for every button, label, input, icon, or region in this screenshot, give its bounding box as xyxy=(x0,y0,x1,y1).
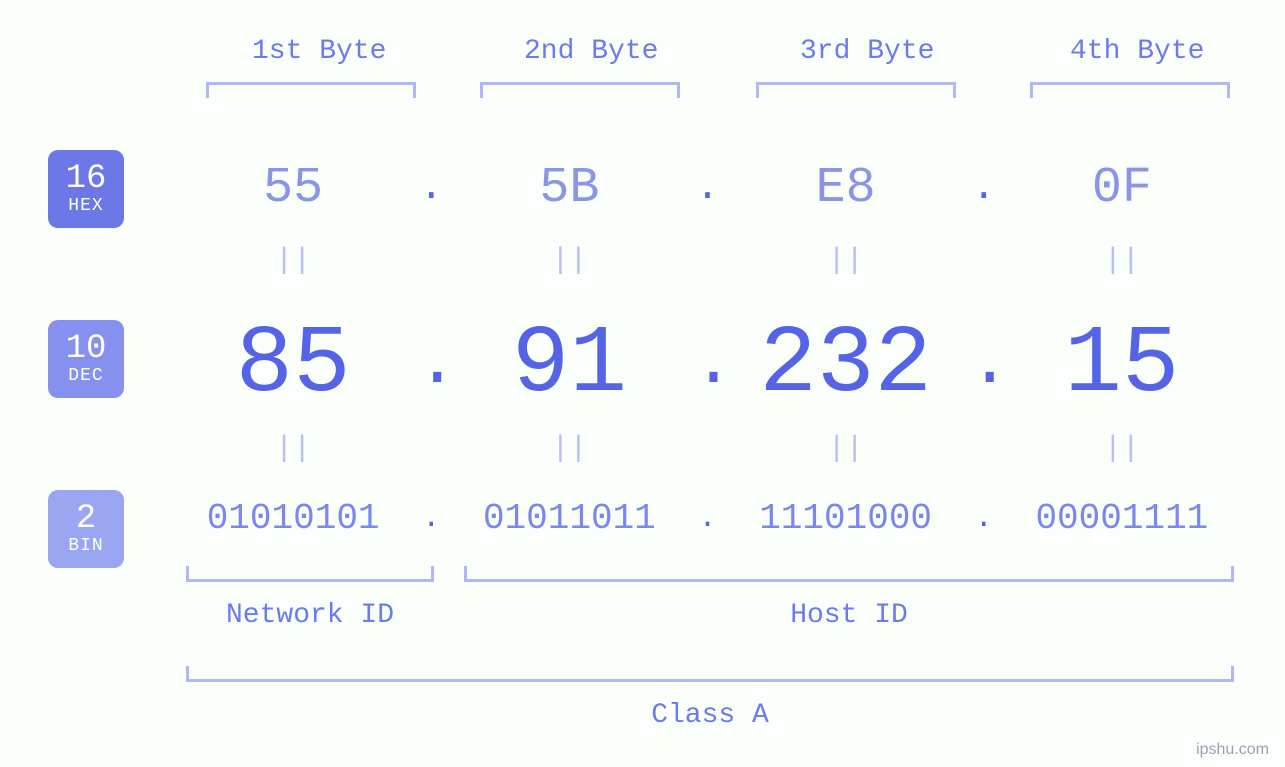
hex-byte-3: E8 xyxy=(723,160,969,217)
dec-dot-2: . xyxy=(693,325,723,404)
network-id-bracket xyxy=(186,566,434,582)
class-label: Class A xyxy=(186,700,1234,731)
bin-dot-1: . xyxy=(416,502,446,536)
hex-byte-4: 0F xyxy=(999,160,1245,217)
badge-bin: 2 BIN xyxy=(48,490,124,568)
byte-header-3: 3rd Byte xyxy=(800,36,934,67)
equals-row-1: || || || || xyxy=(170,244,1245,278)
byte-bracket-4 xyxy=(1030,82,1230,98)
watermark: ipshu.com xyxy=(1196,741,1269,759)
byte-header-4: 4th Byte xyxy=(1070,36,1204,67)
equals-icon: || xyxy=(446,244,692,278)
bin-byte-1: 01010101 xyxy=(170,498,416,539)
dec-byte-2: 91 xyxy=(446,310,692,419)
badge-dec-num: 10 xyxy=(66,332,107,368)
badge-dec-label: DEC xyxy=(68,367,103,386)
bin-dot-3: . xyxy=(969,502,999,536)
byte-bracket-3 xyxy=(756,82,956,98)
dec-byte-3: 232 xyxy=(723,310,969,419)
host-id-label: Host ID xyxy=(464,600,1234,631)
badge-hex-num: 16 xyxy=(66,162,107,198)
badge-hex: 16 HEX xyxy=(48,150,124,228)
dec-dot-3: . xyxy=(969,325,999,404)
bin-byte-3: 11101000 xyxy=(723,498,969,539)
byte-header-2: 2nd Byte xyxy=(524,36,658,67)
dec-byte-1: 85 xyxy=(170,310,416,419)
network-id-label: Network ID xyxy=(186,600,434,631)
bin-row: 01010101 . 01011011 . 11101000 . 0000111… xyxy=(170,498,1245,539)
equals-icon: || xyxy=(170,244,416,278)
badge-bin-label: BIN xyxy=(68,537,103,556)
equals-icon: || xyxy=(723,432,969,466)
badge-dec: 10 DEC xyxy=(48,320,124,398)
hex-byte-2: 5B xyxy=(446,160,692,217)
equals-icon: || xyxy=(446,432,692,466)
hex-dot-1: . xyxy=(416,166,446,211)
bin-byte-4: 00001111 xyxy=(999,498,1245,539)
byte-header-1: 1st Byte xyxy=(252,36,386,67)
dec-dot-1: . xyxy=(416,325,446,404)
class-bracket xyxy=(186,666,1234,682)
byte-bracket-2 xyxy=(480,82,680,98)
hex-row: 55 . 5B . E8 . 0F xyxy=(170,160,1245,217)
badge-hex-label: HEX xyxy=(68,197,103,216)
diagram-root: 1st Byte 2nd Byte 3rd Byte 4th Byte 16 H… xyxy=(0,0,1285,767)
hex-dot-3: . xyxy=(969,166,999,211)
badge-bin-num: 2 xyxy=(76,502,96,538)
bin-byte-2: 01011011 xyxy=(446,498,692,539)
byte-bracket-1 xyxy=(206,82,416,98)
bin-dot-2: . xyxy=(693,502,723,536)
equals-icon: || xyxy=(999,244,1245,278)
hex-byte-1: 55 xyxy=(170,160,416,217)
equals-row-2: || || || || xyxy=(170,432,1245,466)
equals-icon: || xyxy=(723,244,969,278)
equals-icon: || xyxy=(999,432,1245,466)
dec-row: 85 . 91 . 232 . 15 xyxy=(170,310,1245,419)
host-id-bracket xyxy=(464,566,1234,582)
equals-icon: || xyxy=(170,432,416,466)
dec-byte-4: 15 xyxy=(999,310,1245,419)
hex-dot-2: . xyxy=(693,166,723,211)
